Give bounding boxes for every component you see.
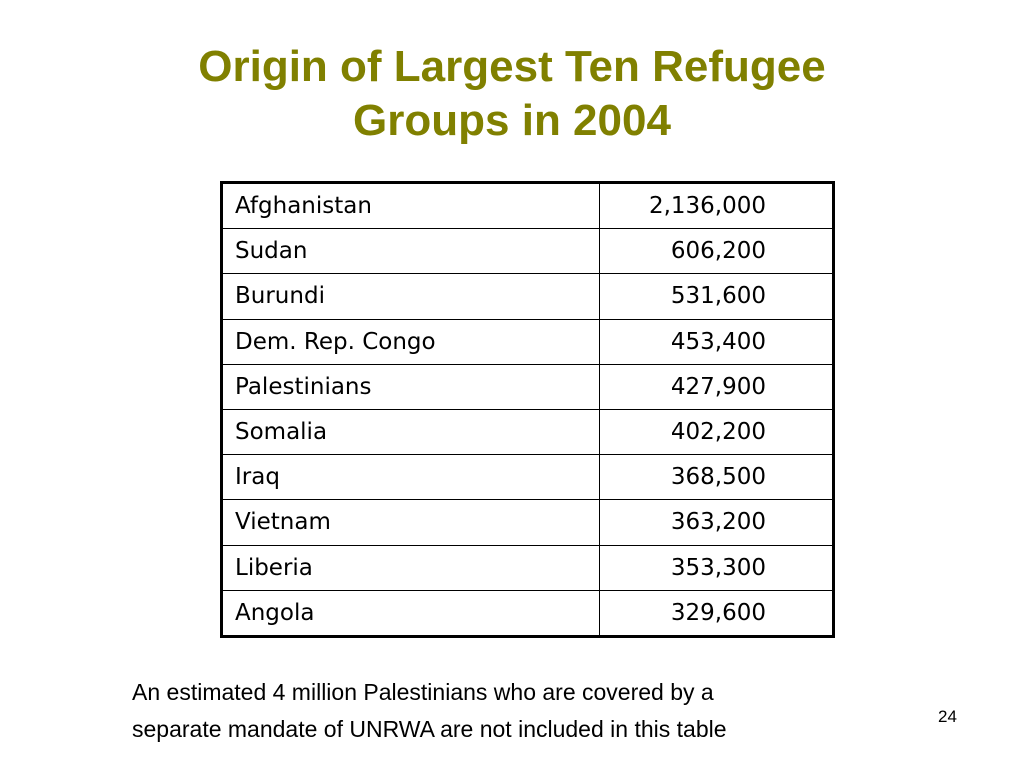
refugee-count-cell: 402,200 [599, 408, 834, 456]
country-cell: Afghanistan [221, 181, 600, 230]
refugee-table: Afghanistan 2,136,000 Sudan 606,200 Buru… [220, 181, 835, 638]
refugee-count-cell: 453,400 [599, 318, 834, 365]
slide-title: Origin of Largest Ten Refugee Groups in … [0, 40, 1024, 148]
table-row: Dem. Rep. Congo 453,400 [221, 318, 834, 365]
refugee-count-cell: 531,600 [599, 273, 834, 320]
table-row: Somalia 402,200 [221, 408, 834, 456]
slide-title-line-2: Groups in 2004 [353, 96, 671, 145]
page-number: 24 [938, 707, 957, 726]
country-cell: Palestinians [221, 363, 600, 410]
country-cell: Liberia [221, 544, 600, 591]
refugee-count-cell: 329,600 [599, 589, 834, 638]
refugee-count-cell: 606,200 [599, 228, 834, 275]
table-row: Palestinians 427,900 [221, 363, 834, 410]
footnote-line-2: separate mandate of UNRWA are not includ… [132, 716, 727, 742]
footnote: An estimated 4 million Palestinians who … [132, 674, 892, 748]
refugee-count-cell: 2,136,000 [599, 181, 834, 230]
country-cell: Vietnam [221, 499, 600, 546]
table-row: Liberia 353,300 [221, 544, 834, 591]
table-row: Vietnam 363,200 [221, 499, 834, 546]
refugee-count-cell: 368,500 [599, 454, 834, 501]
table-row: Afghanistan 2,136,000 [221, 181, 834, 230]
country-cell: Sudan [221, 228, 600, 275]
table-row: Sudan 606,200 [221, 228, 834, 275]
country-cell: Angola [221, 589, 600, 638]
table-row: Burundi 531,600 [221, 273, 834, 320]
slide-title-line-1: Origin of Largest Ten Refugee [198, 42, 826, 91]
country-cell: Dem. Rep. Congo [221, 318, 600, 365]
footnote-line-1: An estimated 4 million Palestinians who … [132, 679, 714, 705]
country-cell: Iraq [221, 454, 600, 501]
country-cell: Burundi [221, 273, 600, 320]
table-row: Iraq 368,500 [221, 454, 834, 501]
refugee-count-cell: 353,300 [599, 544, 834, 591]
table-row: Angola 329,600 [221, 589, 834, 638]
refugee-count-cell: 427,900 [599, 363, 834, 410]
country-cell: Somalia [221, 408, 600, 456]
refugee-count-cell: 363,200 [599, 499, 834, 546]
